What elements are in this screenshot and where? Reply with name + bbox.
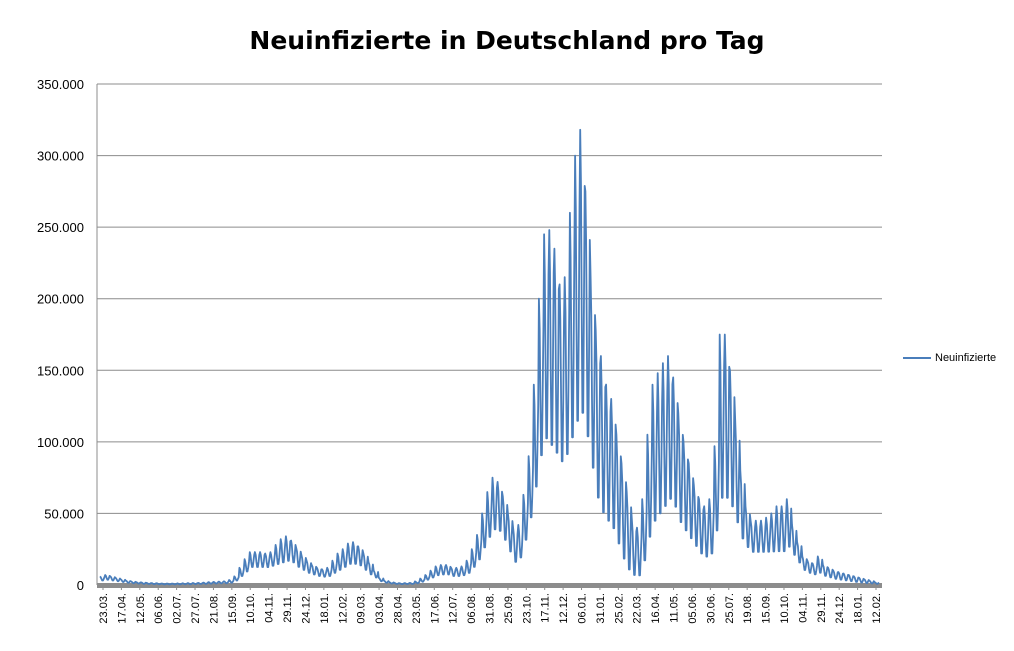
x-tick-label: 22.03. [632,593,644,624]
axes [96,84,882,588]
y-tick-label: 50.000 [44,506,84,521]
x-tick-label: 12.05. [135,593,147,624]
x-tick-label: 23.03. [98,593,110,624]
y-tick-label: 250.000 [37,220,84,235]
x-tick-label: 06.06. [153,593,165,624]
x-tick-label: 27.07. [190,593,202,624]
x-tick-label: 24.12. [300,593,312,624]
chart-title: Neuinfizierte in Deutschland pro Tag [249,26,765,55]
x-tick-label: 11.05. [669,593,681,623]
x-tick-label: 09.03. [356,593,368,624]
legend: Neuinfizierte [903,352,996,364]
x-tick-label: 04.11. [264,593,276,623]
x-tick-label: 23.05. [411,593,423,624]
series-line-neuinfizierte [99,128,880,586]
x-tick-label: 10.10. [245,593,257,624]
x-tick-label: 17.06. [429,593,441,624]
y-tick-label: 350.000 [37,77,84,92]
x-tick-label: 18.01. [319,593,331,624]
x-tick-label: 30.06. [705,593,717,624]
x-tick-label: 29.11. [282,593,294,623]
y-tick-label: 150.000 [37,363,84,378]
x-tick-label: 02.07. [172,593,184,624]
x-tick-label: 16.04. [650,593,662,624]
x-tick-label: 23.10. [521,593,533,624]
series-layer [99,128,880,586]
x-tick-label: 31.08. [485,593,497,624]
x-tick-label: 25.02. [613,593,625,624]
x-tick-label: 15.09. [227,593,239,624]
y-axis-ticks: 0 50.000 100.000 150.000 200.000 250.000 300.0… [37,77,84,593]
x-tick-label: 24.12. [834,593,846,624]
x-tick-label: 12.02. [337,593,349,624]
x-tick-label: 10.10. [779,593,791,624]
x-tick-label: 25.07. [724,593,736,624]
x-tick-label: 06.01. [577,593,589,624]
y-tick-label: 0 [77,578,84,593]
y-tick-label: 100.000 [37,435,84,450]
legend-swatch [903,357,931,359]
x-tick-label: 31.01. [595,593,607,624]
x-tick-label: 18.01. [853,593,865,624]
x-tick-label: 03.04. [374,593,386,624]
y-tick-label: 300.000 [37,149,84,164]
x-tick-label: 17.11. [540,593,552,623]
x-tick-label: 28.04. [392,593,404,624]
x-axis-ticks: 23.03. 17.04. 12.05. 06.06. 02.07. 27.07. 21.0… [98,585,883,624]
x-tick-label: 17.04. [116,593,128,624]
x-tick-label: 15.09. [761,593,773,624]
x-tick-label: 12.07. [448,593,460,624]
x-tick-label: 21.08. [208,593,220,624]
x-tick-label: 25.09. [503,593,515,624]
x-tick-label: 12.12. [558,593,570,624]
x-tick-label: 06.08. [466,593,478,624]
x-tick-label: 05.06. [687,593,699,624]
x-tick-label: 12.02. [871,593,883,624]
grid-lines [97,83,882,514]
x-tick-label: 04.11. [797,593,809,623]
y-tick-label: 200.000 [37,292,84,307]
legend-label: Neuinfizierte [935,352,997,364]
x-tick-label: 29.11. [816,593,828,623]
x-tick-label: 19.08. [742,593,754,624]
